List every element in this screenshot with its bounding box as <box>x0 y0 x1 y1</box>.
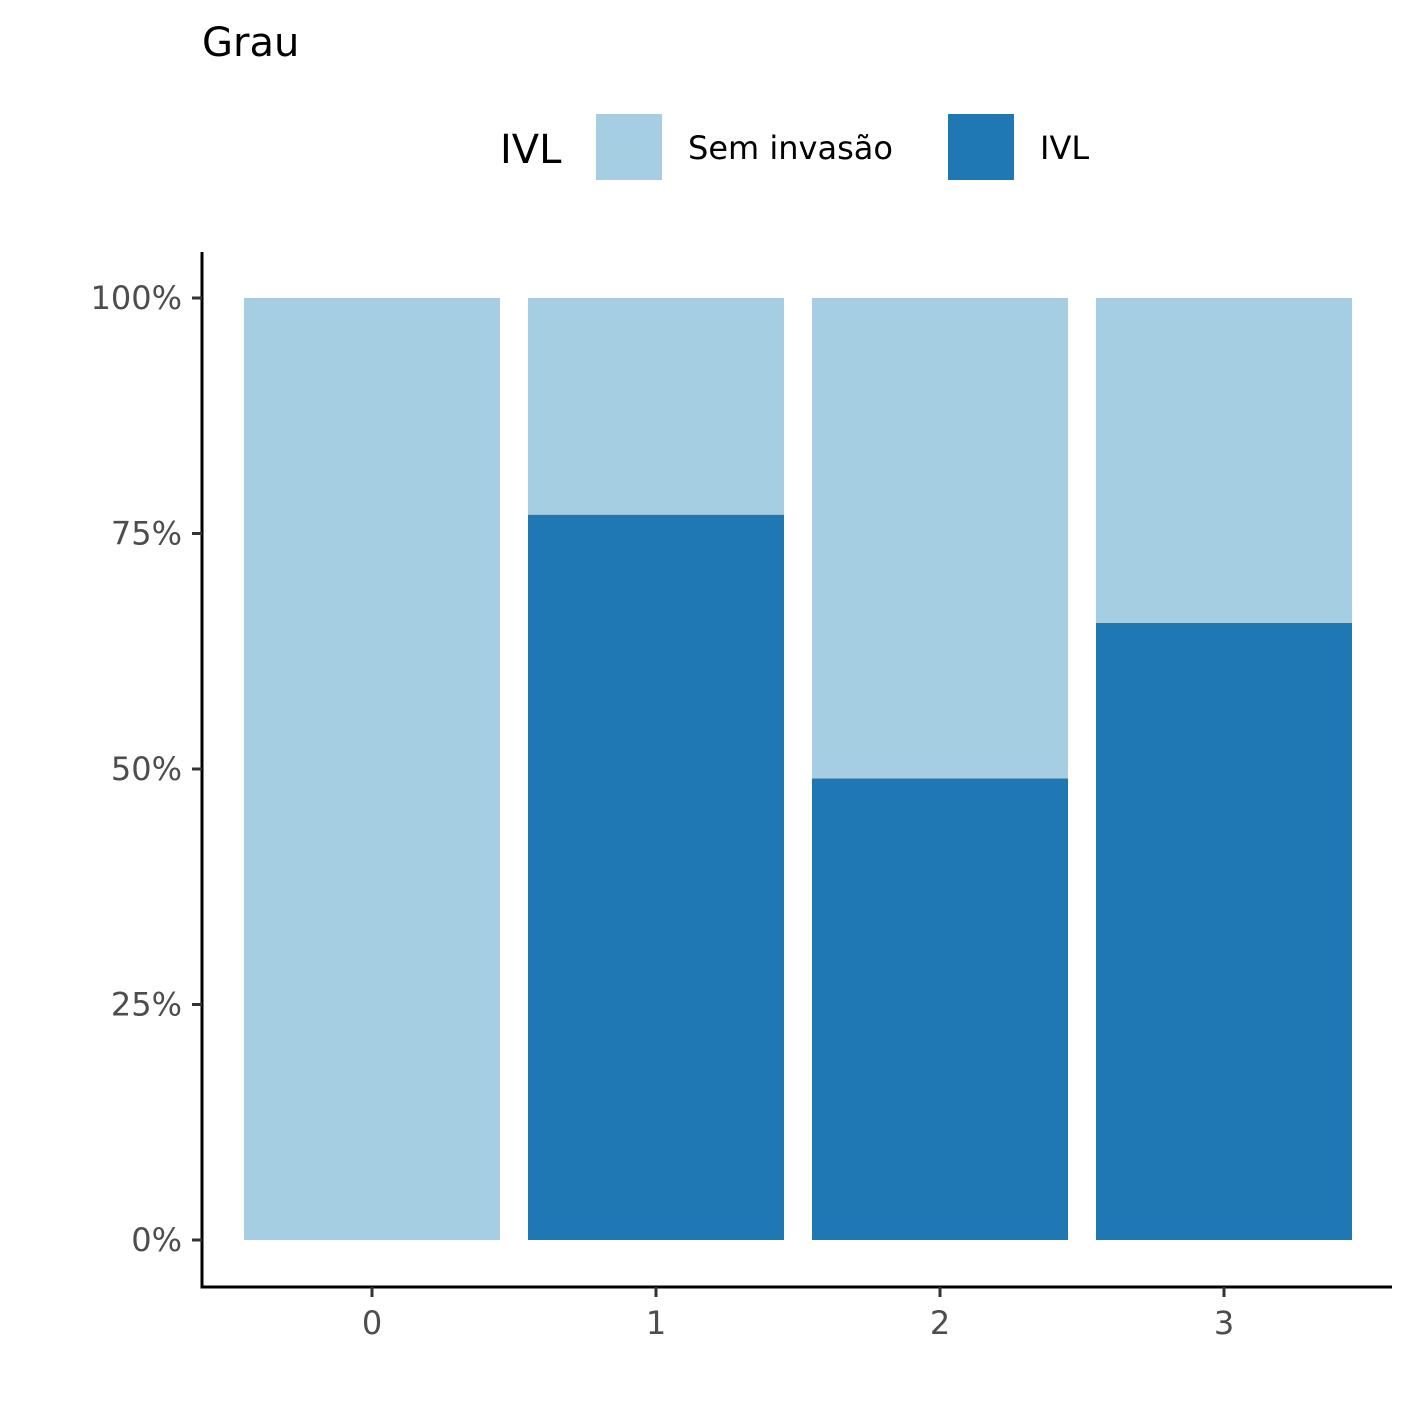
bar-segment <box>812 298 1068 779</box>
bar-segment <box>812 778 1068 1240</box>
bar-segment <box>528 514 784 1240</box>
axes: 0% 25% 50% 75% 100% 0 1 2 3 <box>91 252 1392 1342</box>
x-tick-label: 2 <box>930 1304 950 1342</box>
y-tick-label: 25% <box>111 986 182 1024</box>
y-tick-label: 100% <box>91 279 182 317</box>
chart-title: Grau <box>202 20 299 66</box>
legend-key <box>596 114 662 180</box>
legend-label: IVL <box>1040 129 1089 167</box>
x-tick-label: 3 <box>1214 1304 1234 1342</box>
bars <box>244 298 1352 1240</box>
x-tick-label: 1 <box>646 1304 666 1342</box>
legend-key <box>948 114 1014 180</box>
y-tick-label: 75% <box>111 515 182 553</box>
legend-label: Sem invasão <box>688 129 893 167</box>
bar-segment <box>1096 298 1352 623</box>
bar-segment <box>244 298 500 1240</box>
bar-segment <box>528 298 784 515</box>
legend-title: IVL <box>500 127 562 173</box>
y-tick-label: 0% <box>131 1221 182 1259</box>
legend: IVL Sem invasão IVL <box>500 114 1089 180</box>
y-tick-label: 50% <box>111 750 182 788</box>
x-tick-label: 0 <box>362 1304 382 1342</box>
bar-segment <box>1096 622 1352 1240</box>
